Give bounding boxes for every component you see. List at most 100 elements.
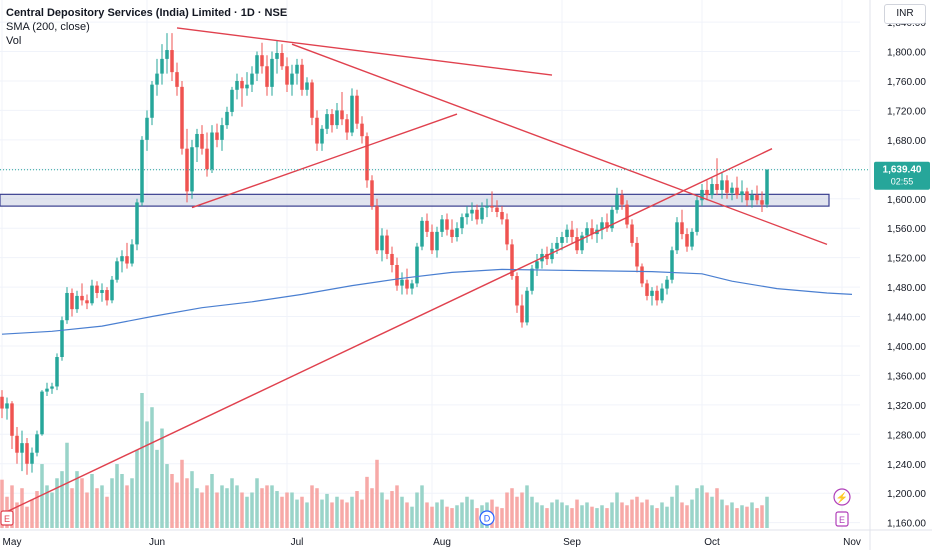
volume-bar (110, 478, 114, 528)
candle-body (685, 234, 689, 247)
symbol-title[interactable]: Central Depository Services (India) Limi… (6, 7, 288, 19)
candle-body (90, 285, 94, 304)
candle-body (55, 357, 59, 387)
trendlines (0, 27, 870, 513)
volume-bar (405, 502, 409, 528)
volume-bar (465, 496, 469, 528)
volume-bar (500, 508, 504, 528)
volume-bar (205, 485, 209, 528)
sma-line (1, 268, 853, 335)
candle-body (625, 204, 629, 225)
candle-body (715, 184, 719, 190)
candle-body (445, 219, 449, 230)
candle-body (230, 89, 234, 112)
candle-body (265, 66, 269, 87)
candle-body (325, 114, 329, 129)
volume-bar (230, 478, 234, 528)
volume-bar (580, 505, 584, 528)
candle-body (650, 290, 654, 296)
candle-body (465, 213, 469, 218)
support-zone-rect (0, 193, 830, 207)
volume-bar (550, 502, 554, 528)
candle-body (110, 279, 114, 301)
volume-bar (685, 505, 689, 528)
price-tick-label: 1,720.00 (887, 106, 926, 117)
price-tick-label: 1,240.00 (887, 460, 926, 471)
volume-bar (315, 488, 319, 528)
volume-bar (280, 496, 284, 528)
time-axis[interactable]: May Jun Jul Aug Sep Oct Nov (0, 529, 932, 548)
candle-body (560, 237, 564, 243)
volume-bar (215, 492, 219, 528)
volume-bar (745, 506, 749, 528)
candle-body (120, 256, 124, 262)
candle-body (515, 276, 519, 306)
candle-body (280, 53, 284, 67)
volume-bar (510, 488, 514, 528)
candle-body (130, 244, 134, 264)
candle-body (350, 95, 354, 133)
price-tick-label: 1,520.00 (887, 254, 926, 265)
candle-body (65, 292, 69, 321)
candle-body (60, 320, 64, 358)
candle-body (385, 235, 389, 254)
candle-body (330, 114, 334, 126)
candle-body (500, 212, 504, 220)
volume-bar (390, 491, 394, 528)
candle-body (495, 207, 499, 212)
volume-bar (115, 464, 119, 528)
candle-body (565, 229, 569, 238)
time-tick-label: Aug (433, 537, 451, 548)
volume-bar (520, 492, 524, 528)
volume-bar (65, 442, 69, 528)
candle-body (575, 237, 579, 251)
candle-body (0, 396, 4, 409)
volume-bar (495, 506, 499, 528)
volume-bar (725, 505, 729, 528)
candle-body (210, 132, 214, 170)
volume-bar (135, 449, 139, 528)
candle-body (40, 391, 44, 435)
candle-body (290, 73, 294, 85)
volume-bar (285, 492, 289, 528)
candle-body (375, 206, 379, 251)
candle-body (740, 191, 744, 196)
volume-indicator-label[interactable]: Vol (6, 35, 22, 47)
candle-body (505, 219, 509, 245)
price-axis[interactable]: 1,160.00 1,200.00 1,240.00 1,280.00 1,320.00… (869, 0, 932, 550)
volume-bar (675, 485, 679, 528)
candle-body (300, 64, 304, 90)
candle-body (420, 220, 424, 247)
candle-body (80, 295, 84, 301)
volume-bar (300, 496, 304, 528)
volume-bar (475, 508, 479, 528)
volume-bar (75, 471, 79, 528)
candle-body (75, 295, 79, 310)
volume-bar (350, 496, 354, 528)
candle-body (490, 206, 494, 208)
volume-bar (700, 485, 704, 528)
volume-bar (505, 492, 509, 528)
time-tick-label: Oct (704, 537, 720, 548)
volume-bar (295, 499, 299, 528)
candle-body (295, 64, 299, 74)
sma-indicator-label[interactable]: SMA (200, close) (6, 21, 90, 33)
candle-body (760, 200, 764, 205)
candle-body (415, 246, 419, 284)
volume-bar (590, 506, 594, 528)
volume-bar (470, 499, 474, 528)
volume-bar (705, 492, 709, 528)
volume-bar (640, 502, 644, 528)
candle-body (70, 292, 74, 310)
volume-bar (275, 491, 279, 528)
trendline (6, 148, 773, 513)
currency-button[interactable]: INR (884, 4, 926, 24)
candle-body (370, 180, 374, 207)
volume-bar (95, 488, 99, 528)
price-tick-label: 1,320.00 (887, 401, 926, 412)
volume-bar (345, 502, 349, 528)
candle-body (315, 117, 319, 144)
volume-bar (430, 506, 434, 528)
